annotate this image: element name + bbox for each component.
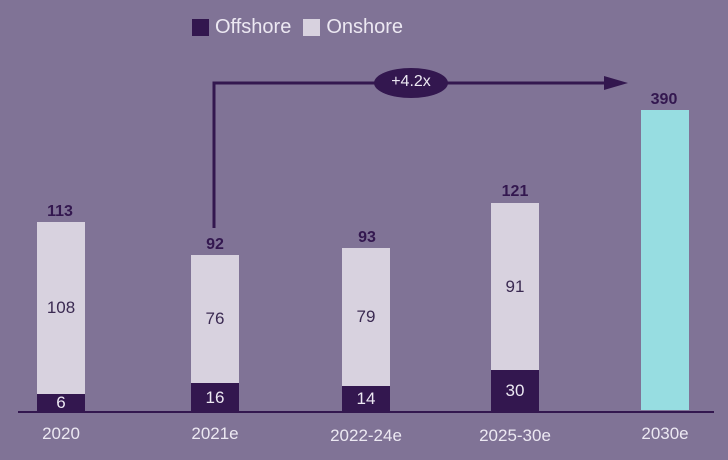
onshore-segment: 91: [491, 203, 539, 370]
bar-2020: 108 6: [37, 222, 85, 412]
total-label: 121: [501, 183, 529, 200]
growth-label: +4.2x: [391, 73, 431, 90]
bar-2030e: [641, 110, 689, 410]
bar-2021e: 76 16: [191, 255, 239, 412]
legend-label: Offshore: [215, 16, 292, 38]
total-label: 113: [47, 203, 73, 220]
total-label: 93: [358, 229, 376, 246]
onshore-segment: 76: [191, 255, 239, 383]
offshore-swatch: [192, 19, 209, 36]
legend-label: Onshore: [326, 16, 404, 38]
onshore-swatch: [303, 19, 321, 36]
category-label: 2021e: [191, 424, 239, 443]
offshore-segment: 14: [342, 386, 390, 412]
onshore-segment: 79: [342, 248, 390, 386]
category-label: 2020: [42, 424, 80, 443]
offshore-segment: 6: [37, 393, 85, 412]
legend-item-onshore: Onshore: [303, 16, 403, 39]
category-label: 2022-24e: [330, 426, 402, 445]
legend-item-offshore: Offshore: [192, 16, 291, 39]
bar-2025-30e: 91 30: [491, 203, 539, 412]
onshore-segment: 108: [37, 222, 85, 394]
category-label: 2030e: [641, 424, 689, 443]
total-label: 92: [206, 236, 224, 253]
offshore-segment: 30: [491, 370, 539, 412]
category-label: 2025-30e: [479, 426, 551, 445]
legend: Offshore Onshore: [192, 16, 403, 39]
offshore-segment: 16: [191, 383, 239, 412]
bar-2022-24e: 79 14: [342, 248, 390, 412]
x-axis: [18, 411, 714, 413]
total-label: 390: [650, 91, 678, 108]
